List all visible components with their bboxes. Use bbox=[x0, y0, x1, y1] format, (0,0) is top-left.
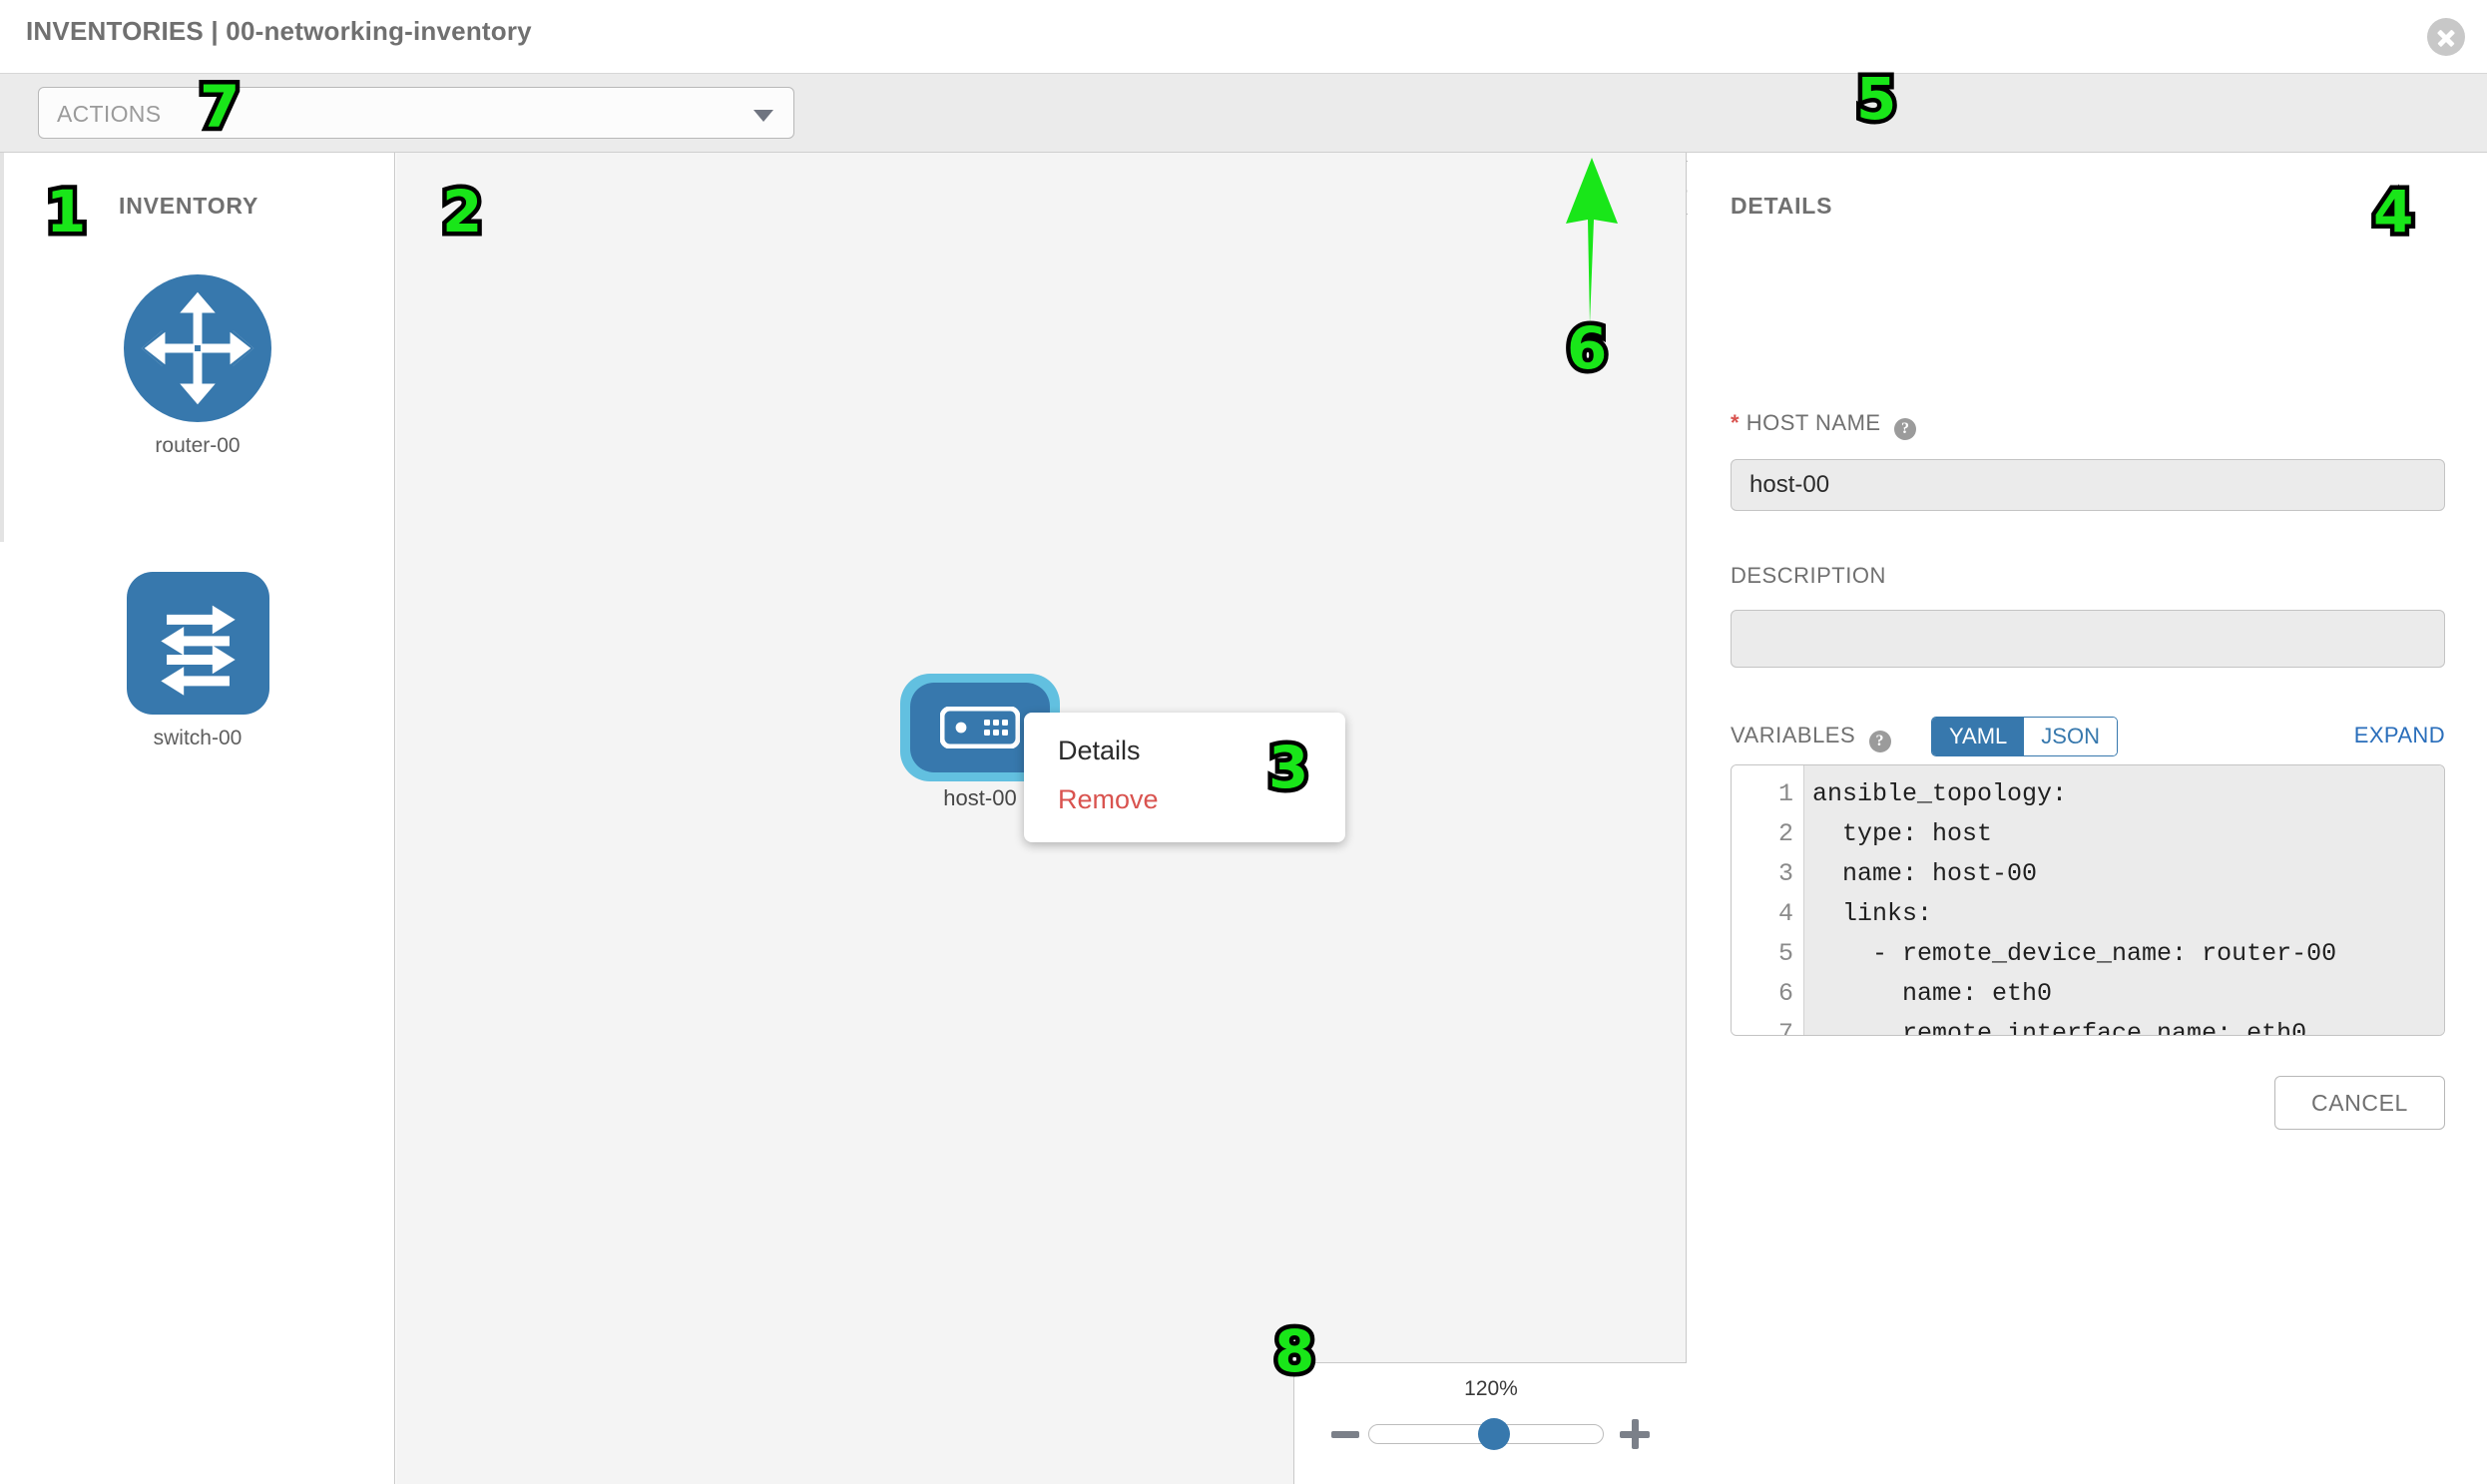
inventory-item-label: switch-00 bbox=[153, 727, 243, 749]
editor-line-numbers: 1 2 3 4 5 6 7 bbox=[1732, 765, 1804, 1035]
host-name-label: * HOST NAME ? bbox=[1731, 410, 1917, 440]
chevron-down-icon bbox=[753, 110, 773, 122]
host-name-input[interactable] bbox=[1731, 459, 2445, 511]
help-icon[interactable]: ? bbox=[1894, 418, 1917, 440]
inventory-item-label: router-00 bbox=[155, 434, 241, 457]
required-marker: * bbox=[1731, 410, 1741, 435]
variables-editor[interactable]: 1 2 3 4 5 6 7 ansible_topology: type: ho… bbox=[1731, 764, 2445, 1036]
variables-row: VARIABLES ? YAML JSON EXPAND bbox=[1731, 717, 2445, 756]
code-line: links: bbox=[1812, 899, 1933, 928]
host-name-label-text: HOST NAME bbox=[1745, 410, 1881, 435]
code-line: ansible_topology: bbox=[1812, 779, 2068, 808]
close-icon[interactable] bbox=[2427, 18, 2465, 56]
details-panel: DETAILS * HOST NAME ? DESCRIPTION VARIAB… bbox=[1688, 153, 2487, 1484]
code-line: type: host bbox=[1812, 819, 1993, 848]
line-number: 4 bbox=[1777, 899, 1793, 928]
code-line: - remote_device_name: router-00 bbox=[1812, 939, 2337, 968]
variables-label-text: VARIABLES bbox=[1731, 723, 1856, 747]
inventory-item-switch-00[interactable]: switch-00 bbox=[98, 572, 297, 750]
expand-link[interactable]: EXPAND bbox=[2353, 723, 2445, 747]
variables-format-toggle: YAML JSON bbox=[1931, 717, 2118, 756]
details-heading: DETAILS bbox=[1731, 193, 1833, 219]
actions-dropdown-label: ACTIONS bbox=[57, 101, 162, 127]
description-input[interactable] bbox=[1731, 610, 2445, 668]
cancel-button[interactable]: CANCEL bbox=[2274, 1076, 2445, 1130]
router-icon bbox=[124, 274, 271, 422]
code-line: name: host-00 bbox=[1812, 859, 2038, 888]
context-menu-item-details[interactable]: Details bbox=[1058, 736, 1141, 765]
line-number: 6 bbox=[1777, 979, 1793, 1008]
server-icon bbox=[939, 706, 1021, 753]
code-line: name: eth0 bbox=[1812, 979, 2053, 1008]
zoom-out-icon[interactable] bbox=[1330, 1419, 1360, 1449]
variables-label: VARIABLES ? bbox=[1731, 723, 1891, 752]
context-menu-item-remove[interactable]: Remove bbox=[1058, 784, 1159, 814]
zoom-control: 120% bbox=[1293, 1362, 1687, 1484]
zoom-level-label: 120% bbox=[1464, 1377, 1518, 1400]
zoom-slider-thumb[interactable] bbox=[1478, 1418, 1510, 1450]
inventory-heading: INVENTORY bbox=[119, 193, 259, 219]
code-line: remote_interface_name: eth0 bbox=[1812, 1019, 2307, 1036]
line-number: 1 bbox=[1777, 779, 1793, 808]
toolbar: ACTIONS SEARCH bbox=[0, 74, 2487, 215]
node-context-menu: Details Remove bbox=[1024, 713, 1345, 842]
page-title: INVENTORIES | 00-networking-inventory bbox=[26, 16, 532, 46]
window-title-bar: INVENTORIES | 00-networking-inventory bbox=[0, 0, 2487, 74]
editor-text[interactable]: ansible_topology: type: host name: host-… bbox=[1804, 765, 2444, 1035]
line-number: 3 bbox=[1777, 859, 1793, 888]
line-number: 7 bbox=[1777, 1019, 1793, 1036]
zoom-in-icon[interactable] bbox=[1620, 1419, 1650, 1449]
inventory-scrollbar[interactable] bbox=[0, 153, 4, 542]
format-option-yaml[interactable]: YAML bbox=[1932, 718, 2025, 755]
line-number: 5 bbox=[1777, 939, 1793, 968]
format-option-json[interactable]: JSON bbox=[2024, 718, 2117, 755]
inventory-panel: INVENTORY bbox=[0, 153, 395, 1484]
actions-dropdown[interactable]: ACTIONS bbox=[38, 87, 794, 139]
line-number: 2 bbox=[1777, 819, 1793, 848]
description-label: DESCRIPTION bbox=[1731, 563, 1886, 588]
help-icon[interactable]: ? bbox=[1868, 731, 1891, 752]
inventory-item-router-00[interactable]: router-00 bbox=[98, 274, 297, 458]
switch-icon bbox=[126, 572, 269, 715]
